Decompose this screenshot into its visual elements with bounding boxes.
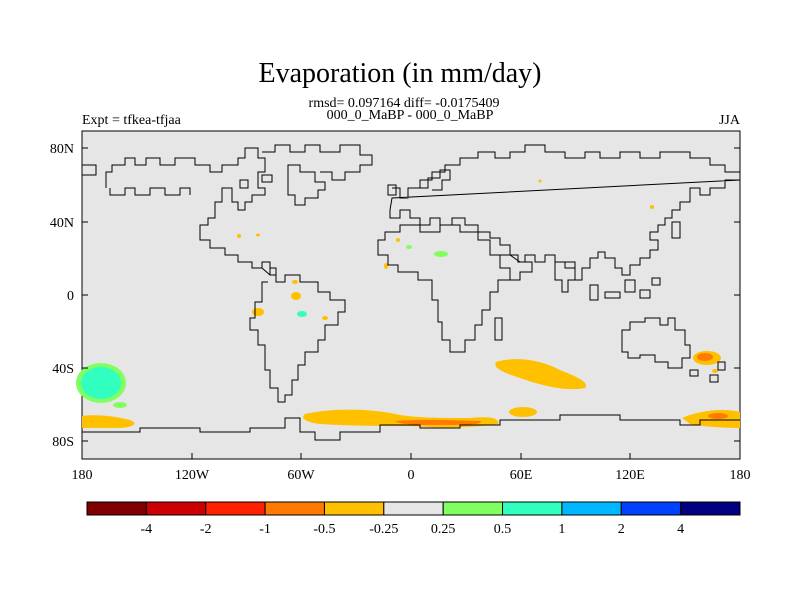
coastline-australia [621, 317, 691, 369]
anomaly-patch [113, 402, 127, 408]
stats-subtitle: rmsd= 0.097164 diff= -0.0175409 [308, 96, 500, 111]
colorbar-label: 0.5 [494, 522, 512, 537]
anomaly-patch [697, 353, 713, 361]
colorbar-label: 1 [558, 522, 565, 537]
anomaly-patch [396, 238, 400, 242]
anomaly-patch [237, 234, 241, 238]
colorbar-label: -0.5 [313, 522, 335, 537]
coastline-uk [387, 184, 397, 196]
coastline-north-america [82, 147, 277, 276]
x-axis: 180 120W 60W 0 60E 120E 180 [72, 453, 751, 483]
anomaly-patch [384, 263, 388, 269]
colorbar-swatch [383, 501, 444, 516]
colorbar-swatch [561, 501, 622, 516]
anomaly-patch [538, 179, 542, 183]
colorbar-label: -0.25 [369, 522, 398, 537]
y-tick-label: 40N [50, 216, 74, 231]
colorbar-swatch [323, 501, 385, 516]
coastline-japan [671, 221, 681, 239]
coastlines [82, 144, 741, 441]
anomaly-patches [76, 179, 740, 428]
x-tick-label: 180 [730, 468, 751, 483]
anomaly-patch [434, 251, 448, 257]
colorbar-swatch [680, 501, 741, 516]
anomaly-patch [252, 308, 264, 316]
anomaly-patch [292, 280, 298, 284]
colorbar-label: 0.25 [431, 522, 456, 537]
anomaly-patch [82, 415, 135, 428]
coastline-arctic-islands [239, 174, 273, 189]
colorbar-label: 4 [677, 522, 684, 537]
coastline-africa [377, 224, 511, 353]
colorbar-swatch [264, 501, 325, 516]
colorbar-label: -1 [259, 522, 271, 537]
y-tick-label: 80N [50, 142, 74, 157]
anomaly-patch [256, 233, 260, 237]
x-tick-label: 180 [72, 468, 93, 483]
colorbar-swatch [205, 501, 266, 516]
anomaly-patch [395, 419, 481, 425]
y-tick-label: 40S [52, 362, 74, 377]
anomaly-patch [708, 413, 728, 419]
y-tick-label: 80S [52, 435, 74, 450]
colorbar-swatch [145, 501, 207, 516]
anomaly-patch [322, 316, 328, 320]
colorbar-swatch [502, 501, 563, 516]
colorbar-label: -2 [200, 522, 212, 537]
x-tick-label: 120E [615, 468, 645, 483]
colorbar-swatch [442, 501, 504, 516]
coastline-antarctica [82, 414, 740, 441]
coastline-se-asia [589, 277, 661, 301]
chart-title: Evaporation (in mm/day) [258, 58, 542, 89]
period-subtitle: 000_0_MaBP - 000_0_MaBP [326, 108, 494, 123]
anomaly-patch [509, 407, 537, 417]
anomaly-patch [406, 245, 412, 249]
coastline-india [554, 261, 576, 293]
coastline-greenland [262, 144, 373, 206]
y-tick-label: 0 [67, 289, 74, 304]
anomaly-patch [495, 359, 586, 390]
colorbar-swatch [86, 501, 147, 516]
experiment-label: Expt = tfkea-tfjaa [82, 113, 181, 128]
x-tick-label: 120W [175, 468, 210, 483]
anomaly-patch [712, 369, 718, 373]
anomaly-patch [297, 311, 307, 317]
season-label: JJA [718, 113, 740, 128]
colorbar-label: -4 [141, 522, 153, 537]
anomaly-patch [291, 292, 301, 300]
x-tick-label: 60W [287, 468, 315, 483]
coastline-scandinavia [420, 169, 451, 191]
coastline-new-zealand [689, 361, 726, 383]
colorbar-swatch [620, 501, 682, 516]
x-tick-label: 0 [408, 468, 415, 483]
y-axis: 80N 40N 0 40S 80S [50, 142, 740, 450]
coastline-madagascar [494, 317, 503, 341]
anomaly-patch [81, 367, 121, 399]
colorbar: -4 -2 -1 -0.5 -0.25 0.25 0.5 1 2 4 [86, 501, 741, 537]
map-panel [81, 130, 741, 460]
colorbar-label: 2 [618, 522, 625, 537]
coastline-south-america [249, 267, 346, 403]
coastline-arabia [500, 254, 533, 281]
x-tick-label: 60E [510, 468, 533, 483]
anomaly-patch [650, 205, 654, 209]
